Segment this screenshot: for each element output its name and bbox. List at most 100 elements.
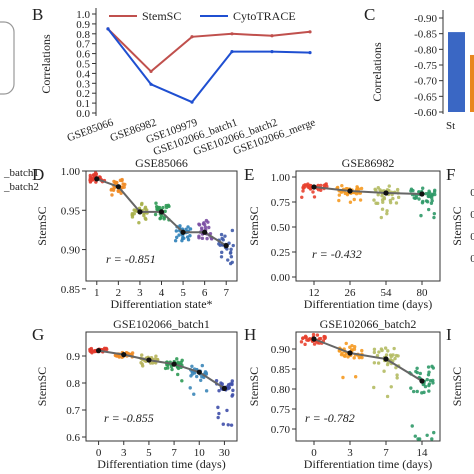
panel-d-ytick-label: 0.85 <box>61 284 81 296</box>
panel-h-scatter: GSE102066_batch2 StemSC 0.90 0.85 0.80 0.75 0.… <box>247 317 441 471</box>
panel-e-correlation-annotation: r = -0.432 <box>312 247 362 261</box>
panel-d-scatter: GSE85066 StemSC 1.00 0.95 0.90 0.85 1 2 3 4 5 6 7 Dif… <box>35 156 238 311</box>
panel-f-ytick-label: 0.9 <box>470 209 474 221</box>
panel-d-point <box>139 202 144 207</box>
panel-h-point <box>315 341 320 345</box>
panel-d-point <box>220 250 224 255</box>
panel-e-point <box>303 185 307 189</box>
panel-h-point <box>423 384 428 389</box>
panel-g-point <box>230 381 234 385</box>
panel-e-scatter: GSE86982 StemSC 1.00 0.75 0.50 0.25 0.00 12 26 54… <box>247 156 441 311</box>
panel-b-ytick-label: 0.8 <box>76 29 90 41</box>
panel-g-ytick-label: 0.7 <box>66 405 80 417</box>
panel-d-xtick-label: 3 <box>137 287 143 299</box>
panel-d-mean-point <box>223 243 229 249</box>
panel-b-ytick-label: 0.9 <box>76 19 90 31</box>
panel-h-point <box>409 386 413 390</box>
panel-d-point <box>132 212 136 216</box>
panel-d-point <box>158 216 162 221</box>
panel-d-point <box>178 224 182 228</box>
panel-d-mean-point <box>94 176 100 182</box>
panel-g-point <box>221 422 225 426</box>
panel-g-point <box>225 408 229 413</box>
panel-g-point <box>117 354 121 358</box>
panel-e-point <box>382 195 386 200</box>
panel-e-point <box>374 188 378 193</box>
panel-b-ytick-label: 0.2 <box>76 88 90 100</box>
panel-h-xtick-label: 14 <box>417 447 429 459</box>
panel-h-point <box>348 345 352 349</box>
panel-d-point <box>93 171 98 175</box>
cropped-panel-box <box>0 21 15 95</box>
panel-b-ytick-label: 0.5 <box>76 59 90 71</box>
panel-h-point <box>383 346 388 350</box>
panel-g-correlation-annotation: r = -0.855 <box>104 411 154 425</box>
panel-g-point <box>190 364 194 368</box>
panel-b-ytick-label: 1.0 <box>76 9 90 21</box>
panel-g-point <box>214 378 219 383</box>
panel-g-point <box>154 354 158 358</box>
panel-h-point <box>430 437 434 441</box>
panel-g-xtick-label: 30 <box>219 447 231 459</box>
panel-e-point <box>311 190 315 194</box>
panel-e-point <box>337 198 341 203</box>
panel-e-point <box>380 207 385 211</box>
panel-h-point <box>413 434 417 438</box>
panel-h-point <box>299 340 304 344</box>
panel-h-correlation-annotation: r = -0.782 <box>305 411 355 425</box>
panel-d-xlabel: Differentiation state* <box>110 297 212 311</box>
panel-d-point <box>137 221 141 225</box>
panel-e-point <box>419 213 423 218</box>
panel-e-point <box>430 199 434 203</box>
panel-c-ytick-label: -0.80 <box>414 44 437 56</box>
panel-e-point <box>376 192 380 197</box>
panel-e-point <box>395 187 400 192</box>
panel-d-xtick-label: 2 <box>116 287 122 299</box>
panel-g-scatter: GSE102066_batch1 StemSC 0.9 0.8 0.7 0.6 0 3 5 7 10… <box>35 317 238 471</box>
panel-d-point <box>180 236 185 241</box>
panel-h-point <box>315 333 320 337</box>
panel-e-xlabel: Differentiation time (days) <box>304 297 432 311</box>
panel-d-point <box>219 232 224 237</box>
panel-d-point <box>226 258 230 262</box>
panel-e-point <box>394 201 399 205</box>
panel-e-mean-point <box>311 184 317 190</box>
panel-e-point <box>385 209 389 213</box>
panel-g-point <box>217 389 221 393</box>
panel-e-title: GSE86982 <box>342 156 395 170</box>
panel-e-point <box>358 198 363 202</box>
panel-d-point <box>197 236 201 240</box>
panel-h-point <box>300 336 305 341</box>
panel-b-xtick-label: GSE85066 <box>66 116 116 144</box>
panel-d-ytick-label: 0.95 <box>61 205 81 217</box>
panel-g-point <box>140 362 144 366</box>
panel-d-ytick-label: 0.90 <box>61 245 81 257</box>
panel-d-xtick-label: 1 <box>94 287 100 299</box>
panel-d-point <box>186 238 191 242</box>
panel-e-point <box>430 193 434 197</box>
panel-e-ytick-label: 1.00 <box>271 172 291 184</box>
panel-b-series-cytotrace-point <box>190 100 194 104</box>
panel-h-point <box>303 342 307 347</box>
panel-d-point <box>203 225 208 229</box>
panel-g-point <box>150 361 155 365</box>
panel-e-point <box>355 186 360 190</box>
panel-d-point <box>205 236 209 241</box>
panel-f-ytick-label: 0.9 <box>470 187 474 199</box>
panel-g-point <box>219 381 223 385</box>
panel-e-frame <box>295 170 441 282</box>
panel-b-series-stemsc-point <box>190 35 194 39</box>
panel-label-h: H <box>244 325 256 344</box>
panel-d-point <box>188 234 192 238</box>
cropped-legend-line1: _batch1 <box>3 167 39 179</box>
panel-e-point <box>414 195 419 200</box>
panel-d-correlation-annotation: r = -0.851 <box>106 252 156 266</box>
panel-g-point <box>231 388 235 393</box>
panel-h-ytick-label: 0.75 <box>271 404 291 416</box>
panel-g-point <box>229 423 234 427</box>
panel-e-trend-line <box>313 186 423 195</box>
panel-e-ytick-label: 0.25 <box>271 247 291 259</box>
panel-d-point <box>186 225 190 229</box>
panel-h-point <box>372 350 377 355</box>
panel-g-point <box>216 415 220 420</box>
